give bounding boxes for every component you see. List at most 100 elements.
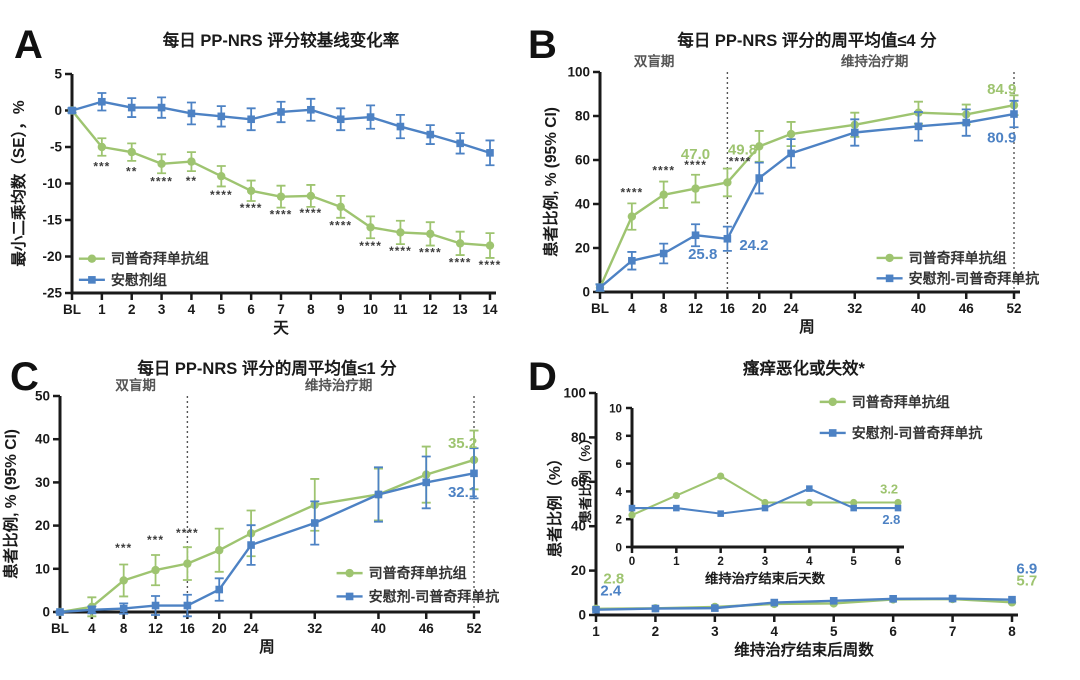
- x-tick-label: 4: [628, 301, 636, 316]
- value-label: 5.7: [1016, 572, 1037, 589]
- x-tick-label: 6: [889, 624, 897, 639]
- x-tick-label: 20: [212, 621, 227, 636]
- data-point-square: [691, 231, 700, 240]
- series-1: [592, 594, 1016, 614]
- data-point-square: [770, 598, 779, 607]
- data-point-circle: [366, 223, 375, 232]
- y-tick-label: 0: [582, 285, 590, 300]
- data-point-square: [422, 478, 431, 487]
- data-point-circle: [850, 498, 858, 507]
- significance-mark: ****: [652, 163, 675, 177]
- y-tick-label: 20: [571, 563, 586, 578]
- data-point-circle: [396, 228, 405, 237]
- x-tick-label: 3: [762, 555, 769, 568]
- x-tick-label: 0: [629, 555, 635, 568]
- significance-mark: ****: [389, 244, 412, 258]
- significance-mark: ***: [115, 541, 132, 555]
- panel-title: 瘙痒恶化或失效*: [743, 358, 866, 378]
- data-point-square: [247, 115, 255, 124]
- data-point-circle: [628, 511, 636, 519]
- value-label: 35.2: [448, 435, 477, 452]
- x-tick-label: 12: [148, 621, 163, 636]
- data-point-circle: [246, 186, 256, 195]
- data-point-circle: [894, 498, 902, 507]
- data-point-circle: [761, 498, 769, 507]
- y-tick-label: 20: [575, 241, 590, 256]
- value-label: 25.8: [688, 246, 717, 263]
- data-point-circle: [723, 178, 732, 187]
- data-point-square: [592, 605, 600, 614]
- data-point-square: [98, 97, 106, 106]
- data-point-square: [850, 128, 859, 137]
- significance-mark: ****: [479, 258, 502, 272]
- x-tick-label: 52: [1006, 301, 1021, 316]
- data-point-square: [806, 485, 813, 492]
- data-point-square: [962, 118, 971, 127]
- x-tick-label: 8: [660, 301, 668, 316]
- x-tick-label: 2: [652, 624, 660, 639]
- data-point-square: [596, 283, 604, 292]
- x-tick-label: 4: [771, 624, 779, 639]
- x-tick-label: 5: [830, 624, 838, 639]
- x-tick-label: 32: [847, 301, 862, 316]
- data-point-square: [761, 504, 769, 512]
- data-point-circle: [183, 559, 192, 568]
- legend-label: 司普奇拜单抗组: [852, 394, 950, 410]
- data-point-square: [56, 608, 64, 616]
- x-axis-label: 天: [273, 320, 289, 337]
- x-tick-label: BL: [51, 621, 69, 636]
- x-tick-label: 24: [784, 301, 800, 316]
- y-tick-label: 2: [616, 514, 622, 527]
- data-point-square: [157, 103, 166, 112]
- y-tick-label: 6: [616, 458, 623, 471]
- phase-annotation: 维持治疗期: [841, 53, 909, 69]
- series-0: [628, 472, 902, 519]
- x-tick-label: 52: [466, 621, 481, 636]
- series-1: [628, 485, 902, 517]
- value-label: 2.8: [882, 512, 900, 527]
- x-axis-label: 周: [259, 638, 275, 656]
- data-point-square: [787, 149, 795, 158]
- y-tick-label: 0: [42, 605, 50, 620]
- data-point-circle: [151, 565, 160, 575]
- data-point-circle: [345, 568, 354, 578]
- data-point-square: [187, 109, 196, 118]
- x-axis-label: 周: [799, 318, 815, 336]
- data-point-circle: [828, 397, 837, 407]
- significance-mark: ****: [359, 239, 382, 253]
- series-1: [595, 99, 1019, 292]
- panel-title: 每日 PP-NRS 评分较基线变化率: [163, 30, 400, 50]
- value-label: 80.9: [987, 129, 1016, 146]
- x-tick-label: 12: [688, 301, 703, 316]
- significance-mark: **: [126, 164, 137, 178]
- data-point-square: [217, 112, 226, 121]
- data-point-circle: [119, 576, 128, 585]
- y-axis-label: 最小二乘均数（SE），%: [9, 100, 28, 266]
- data-point-square: [426, 130, 435, 139]
- data-point-square: [717, 510, 724, 517]
- phase-annotation: 维持治疗期: [305, 377, 373, 393]
- significance-mark: ****: [419, 246, 442, 260]
- data-point-square: [829, 596, 838, 605]
- x-tick-label: 3: [711, 624, 719, 639]
- data-point-square: [711, 604, 719, 612]
- data-point-circle: [276, 192, 286, 201]
- value-label: 84.9: [987, 81, 1016, 98]
- panel-letter-d: D: [528, 355, 557, 399]
- significance-mark: ****: [729, 155, 752, 169]
- significance-mark: ****: [240, 201, 263, 215]
- x-tick-label: 8: [120, 621, 128, 636]
- significance-mark: ****: [621, 185, 644, 199]
- data-point-square: [307, 105, 315, 114]
- x-tick-label: 16: [720, 301, 736, 316]
- data-point-square: [151, 601, 160, 610]
- value-label: 2.8: [603, 570, 624, 587]
- data-point-square: [127, 103, 136, 112]
- y-tick-label: -5: [50, 140, 62, 155]
- x-tick-label: 20: [752, 301, 767, 316]
- data-point-square: [119, 604, 128, 613]
- y-tick-label: -15: [42, 213, 62, 228]
- y-tick-label: 0: [616, 542, 622, 555]
